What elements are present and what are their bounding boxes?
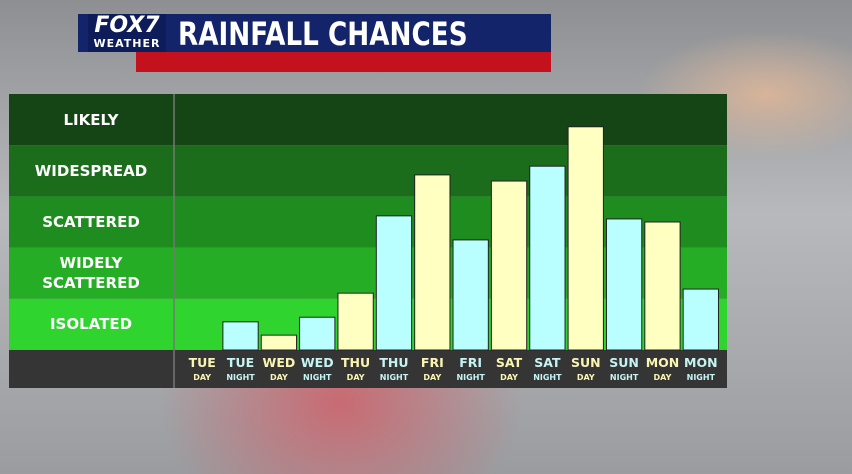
x-tick-label: SAT [496, 355, 523, 370]
bar [337, 292, 374, 351]
x-tick-sublabel: DAY [654, 373, 672, 382]
bar [375, 215, 413, 351]
x-tick-sublabel: NIGHT [687, 373, 716, 382]
x-tick-sublabel: NIGHT [303, 373, 332, 382]
x-tick-sublabel: NIGHT [380, 373, 409, 382]
y-tick-label: WIDELY SCATTERED [42, 254, 140, 293]
chart-title: RAINFALL CHANCES [178, 15, 468, 53]
bar [682, 288, 719, 351]
bar [260, 334, 298, 351]
x-tick-sublabel: DAY [577, 373, 595, 382]
x-tick-label: FRI [459, 355, 482, 370]
x-tick-label: THU [341, 355, 370, 370]
x-tick-label: SUN [571, 355, 601, 370]
x-tick-sublabel: DAY [423, 373, 441, 382]
x-tick-label: SUN [609, 355, 639, 370]
y-tick-label: ISOLATED [49, 315, 133, 334]
x-tick-sublabel: DAY [193, 373, 211, 382]
logo-text: FOX7 [94, 13, 160, 38]
bar [222, 321, 259, 351]
x-tick-label: MON [646, 355, 680, 370]
x-tick-sublabel: NIGHT [456, 373, 485, 382]
x-tick-label: WED [263, 355, 296, 370]
x-tick-sublabel: NIGHT [533, 373, 562, 382]
x-tick-label: FRI [421, 355, 444, 370]
x-tick-sublabel: NIGHT [226, 373, 255, 382]
bar [567, 126, 604, 351]
band [9, 145, 727, 197]
logo: FOX7 WEATHER [88, 14, 166, 52]
bar [605, 218, 643, 351]
y-tick-label: SCATTERED [42, 213, 140, 231]
logo-subtext: WEATHER [93, 37, 161, 50]
bar [452, 239, 489, 351]
x-tick-sublabel: DAY [347, 373, 365, 382]
y-tick-label: WIDESPREAD [34, 161, 148, 180]
band [9, 94, 727, 146]
x-tick-sublabel: DAY [500, 373, 518, 382]
x-tick-label: THU [379, 355, 408, 370]
x-tick-sublabel: NIGHT [610, 373, 639, 382]
x-tick-label: TUE [227, 355, 254, 370]
bar [299, 316, 336, 351]
bar [644, 221, 681, 351]
title-underbar [136, 52, 551, 72]
x-tick-label: MON [684, 355, 718, 370]
y-tick-label: LIKELY [63, 110, 119, 129]
x-tick-label: SAT [534, 355, 561, 370]
x-axis-panel [9, 350, 727, 388]
x-tick-label: TUE [189, 355, 216, 370]
bar [529, 165, 566, 351]
x-tick-sublabel: DAY [270, 373, 288, 382]
bar [414, 174, 451, 351]
bar [490, 180, 528, 351]
x-tick-label: WED [301, 355, 334, 370]
